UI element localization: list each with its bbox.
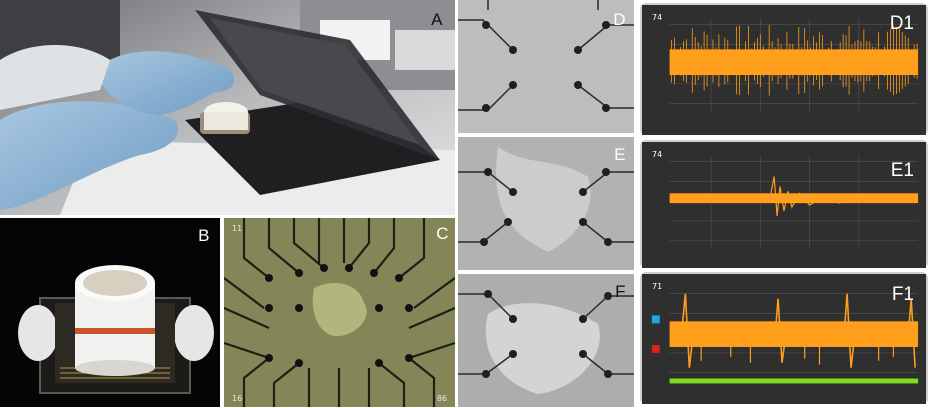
panel-e-label: E <box>614 145 626 164</box>
panel-f-culture: F <box>458 274 634 407</box>
electrode-label-16: 16 <box>232 394 243 403</box>
marker-red <box>651 344 660 353</box>
marker-blue <box>651 315 660 324</box>
panel-e1-label: E1 <box>890 160 914 181</box>
trace-d1 <box>642 5 926 136</box>
panel-f1-recording: 71 F1 <box>640 272 928 405</box>
panel-c-microscopy: C 11 16 86 <box>224 218 455 407</box>
panel-c-label: C <box>436 224 449 243</box>
trace-e1 <box>642 142 926 269</box>
panel-b-photo: B <box>0 218 220 407</box>
culture-image-f <box>458 274 634 407</box>
panel-e-culture: E <box>458 137 634 270</box>
lab-setup-photo <box>0 0 455 215</box>
culture-image-e <box>458 137 634 270</box>
panel-d-culture: D <box>458 0 634 133</box>
panel-b-label: B <box>198 226 210 245</box>
mea-chip-photo <box>0 218 220 407</box>
channel-f1: 71 <box>652 282 663 291</box>
panel-a-label: A <box>431 10 443 29</box>
panel-a-photo: A <box>0 0 455 215</box>
electrode-grid-image <box>224 218 455 407</box>
channel-d1: 74 <box>652 13 663 22</box>
channel-e1: 74 <box>652 150 663 159</box>
panel-d1-label: D1 <box>889 13 914 34</box>
trace-f1 <box>642 274 926 405</box>
panel-e1-recording: 74 E1 <box>640 140 928 269</box>
electrode-label-86: 86 <box>436 394 447 403</box>
electrode-label-11: 11 <box>232 224 243 233</box>
panel-f-label: F <box>615 282 626 301</box>
panel-d1-recording: 74 D1 <box>640 3 928 136</box>
culture-image-d <box>458 0 634 133</box>
panel-d-label: D <box>613 10 626 29</box>
panel-f1-label: F1 <box>891 284 914 305</box>
